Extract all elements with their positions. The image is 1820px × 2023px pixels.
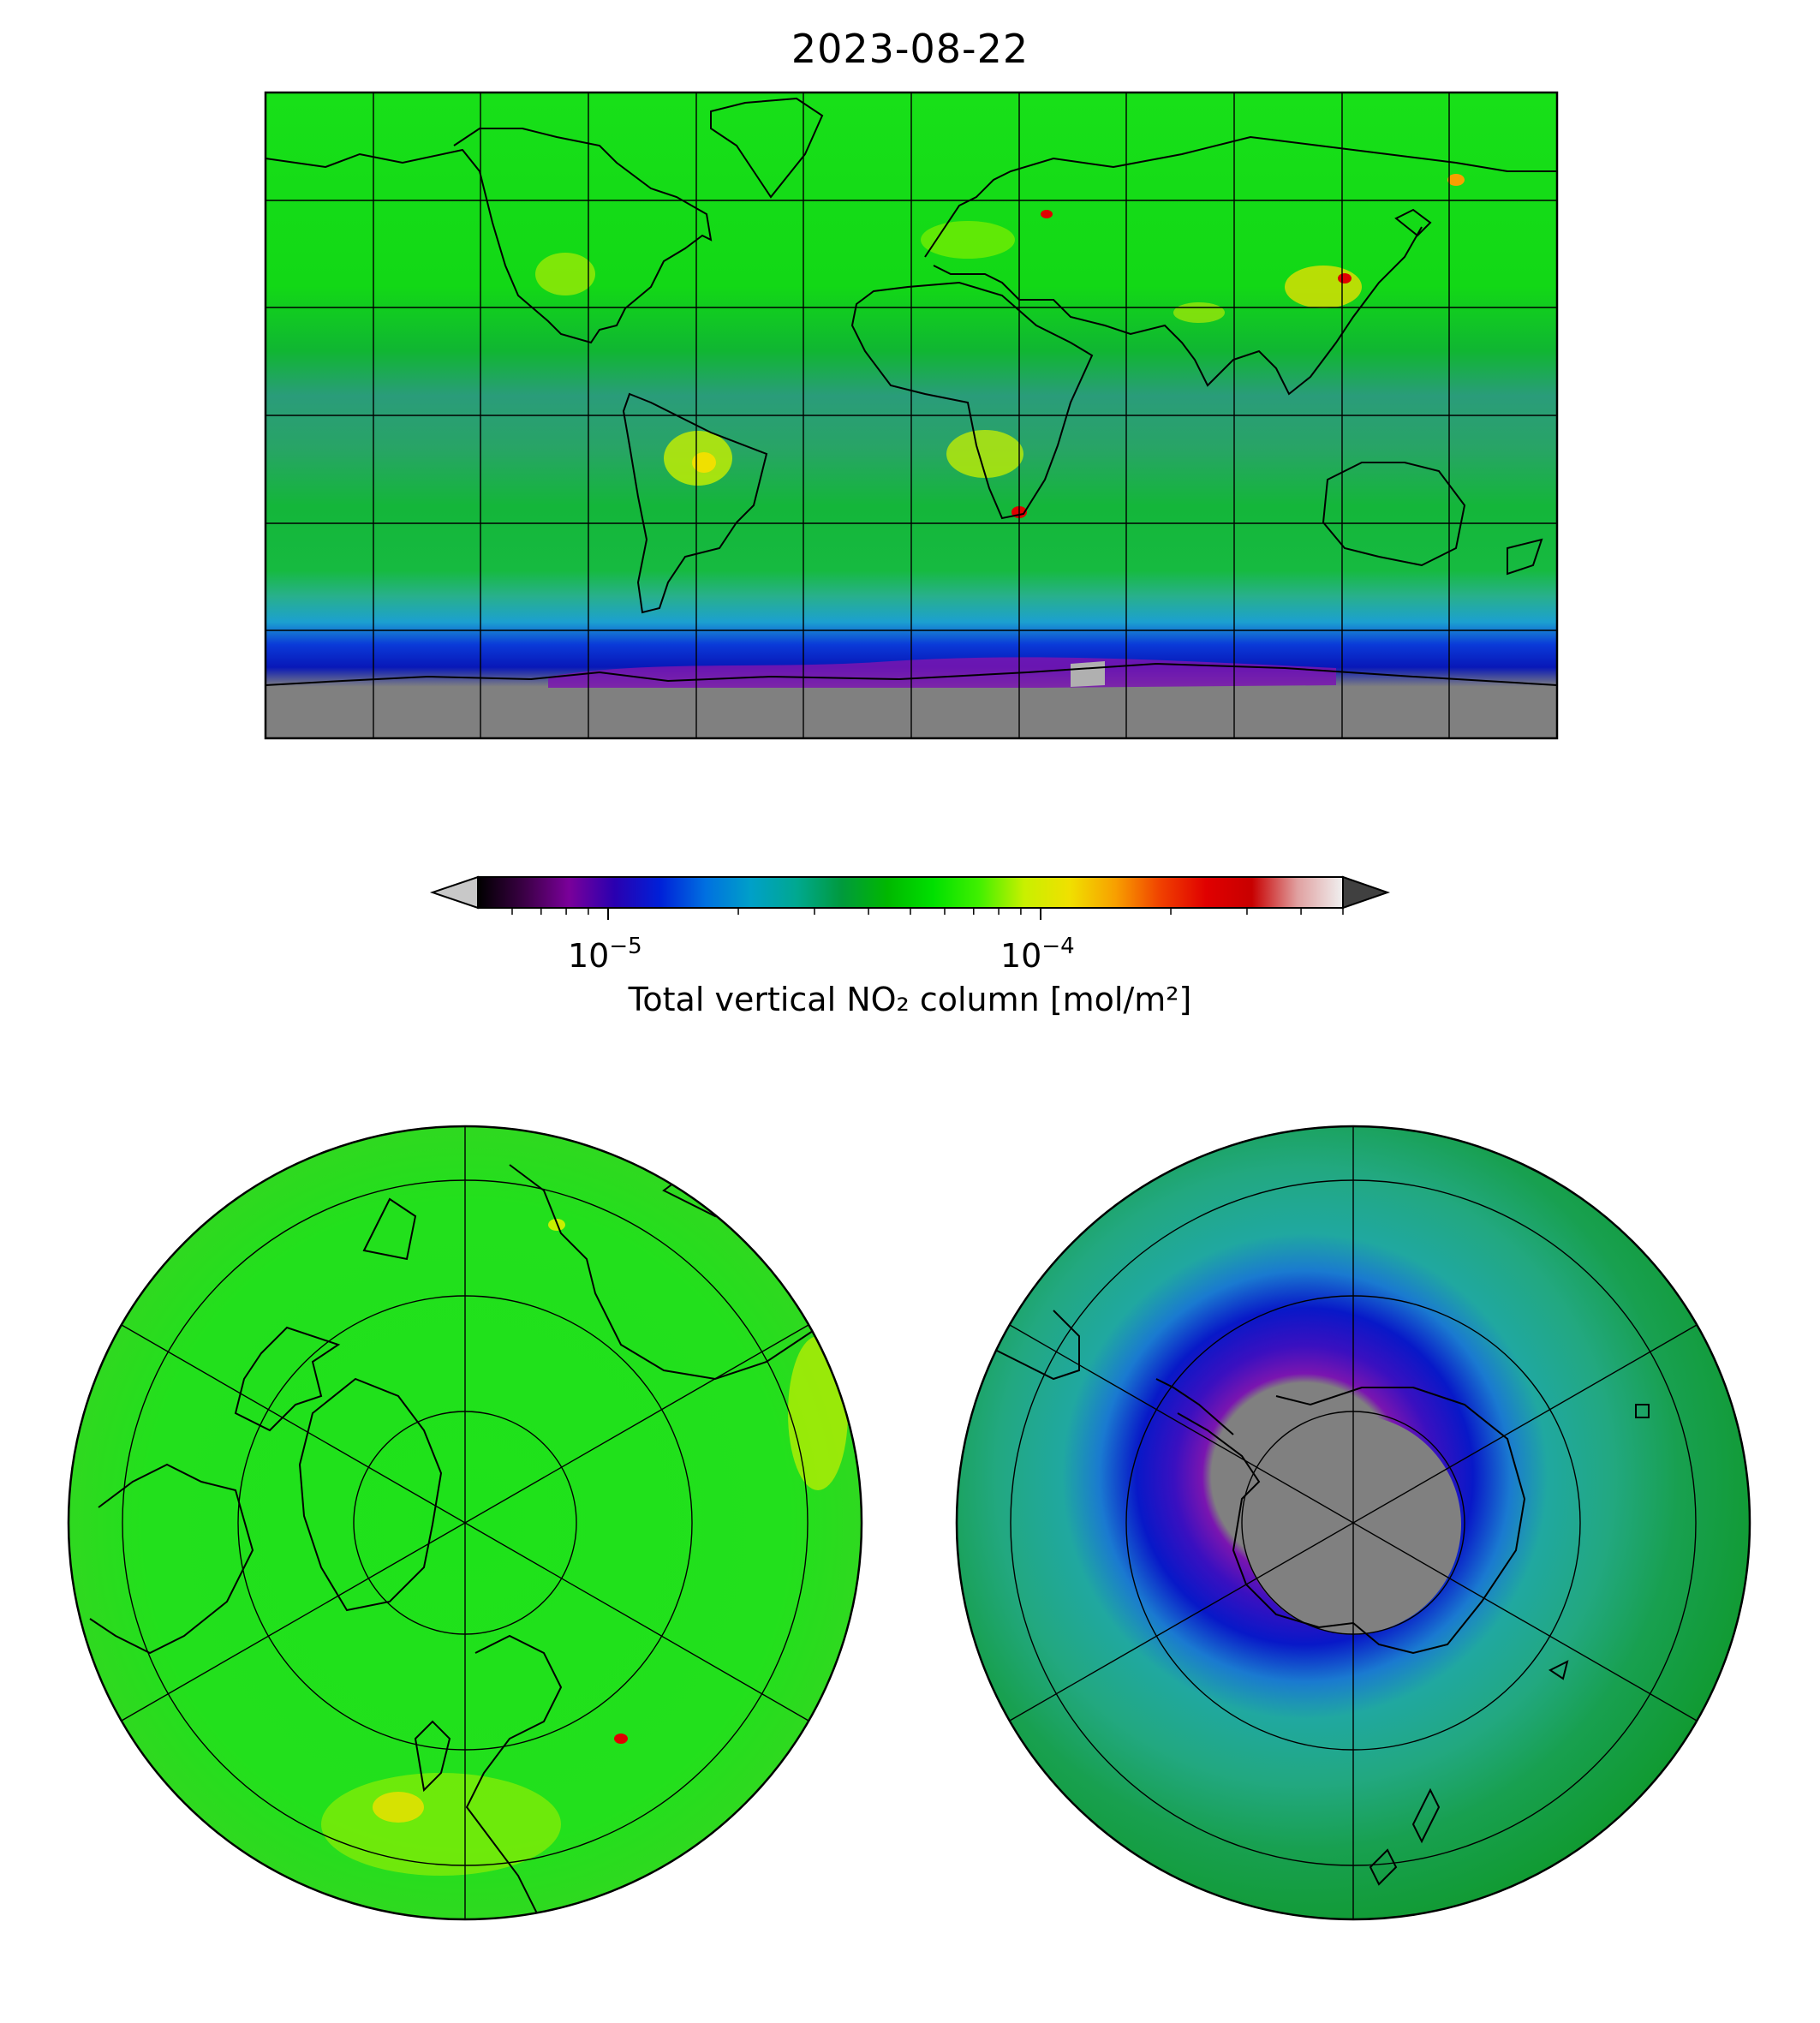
ozone-hole-purple-band bbox=[548, 657, 1336, 692]
north-coast-arctic-islands bbox=[234, 1326, 341, 1432]
south-map-frame bbox=[955, 1125, 1751, 1921]
south-missing-disc bbox=[1242, 1415, 1461, 1634]
coast-north-america bbox=[266, 128, 713, 344]
hotspot-east-asia bbox=[1285, 266, 1362, 308]
north-coast-canada bbox=[89, 1463, 254, 1655]
north-graticule bbox=[121, 1126, 809, 1919]
hotspot-europe bbox=[921, 221, 1015, 259]
hotspot-north-america bbox=[535, 253, 595, 295]
colorbar-over-arrow bbox=[1342, 875, 1391, 910]
south-polar-map bbox=[955, 1125, 1751, 1921]
graticule bbox=[266, 92, 1557, 738]
colorbar-ramp bbox=[477, 876, 1344, 909]
south-coast-peninsula bbox=[1155, 1378, 1234, 1435]
global-map bbox=[264, 91, 1559, 740]
coastlines bbox=[266, 97, 1557, 686]
north-coast-scandinavia bbox=[465, 1634, 563, 1919]
coast-antarctica bbox=[266, 662, 1557, 686]
colorbar-label: Total vertical NO₂ column [mol/m²] bbox=[628, 981, 1192, 1018]
colorbar-tick-label-1e-5: 10−5 bbox=[568, 934, 642, 975]
north-coast-russia bbox=[509, 1164, 862, 1381]
south-coastlines bbox=[984, 1310, 1650, 1886]
coast-south-america bbox=[622, 392, 768, 614]
global-map-frame bbox=[264, 91, 1559, 740]
colorbar-tick-label-1e-4: 10−4 bbox=[1000, 934, 1075, 975]
south-coast-south-america bbox=[984, 1310, 1080, 1381]
coast-greenland bbox=[710, 97, 824, 199]
south-graticule bbox=[1009, 1126, 1698, 1919]
hotspot-africa bbox=[946, 430, 1023, 478]
north-coast-greenland bbox=[298, 1377, 443, 1612]
map-title: 2023-08-22 bbox=[791, 26, 1029, 72]
south-coast-antarctica bbox=[1177, 1387, 1526, 1655]
colorbar-under-arrow bbox=[429, 875, 479, 910]
north-map-frame bbox=[67, 1125, 863, 1921]
north-coastlines bbox=[89, 1163, 862, 1919]
coast-africa bbox=[850, 281, 1094, 520]
north-polar-map bbox=[67, 1125, 863, 1921]
south-coast-new-zealand bbox=[1369, 1787, 1441, 1886]
coast-australia bbox=[1322, 462, 1466, 567]
colorbar bbox=[429, 875, 1391, 920]
north-hotspot-asia bbox=[788, 1336, 848, 1490]
